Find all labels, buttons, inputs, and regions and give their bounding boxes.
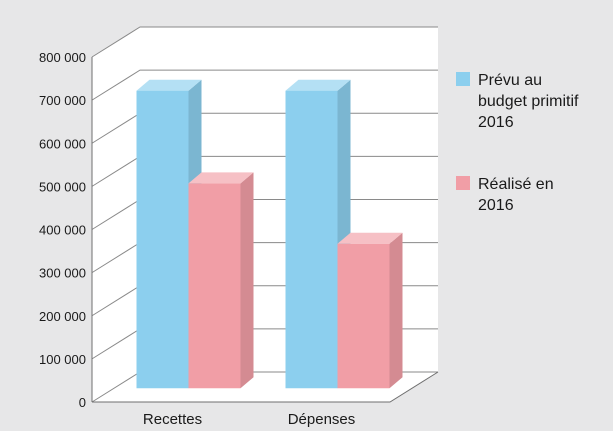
bar-top: [337, 232, 403, 244]
gridline: [91, 26, 438, 58]
y-tick-label: 500 000: [39, 179, 86, 194]
legend-label: Prévu au budget primitif 2016: [478, 72, 579, 131]
legend-swatch: [456, 72, 470, 86]
bar-top: [136, 79, 202, 91]
bar-side: [240, 172, 254, 389]
legend-swatch: [456, 176, 470, 190]
bar-realise-0: [188, 183, 241, 389]
y-tick-label: 100 000: [39, 352, 86, 367]
bar-prevu-0: [136, 90, 189, 389]
bar-realise-1: [337, 243, 390, 389]
y-tick-label: 0: [79, 395, 86, 410]
x-tick-label: Recettes: [143, 411, 202, 428]
bar-top: [188, 172, 254, 184]
bar-side: [389, 232, 403, 389]
y-tick-label: 700 000: [39, 93, 86, 108]
x-tick-label: Dépenses: [288, 411, 356, 428]
legend-label: Réalisé en 2016: [478, 176, 554, 214]
bar-top: [285, 79, 351, 91]
y-tick-label: 800 000: [39, 50, 86, 65]
y-tick-label: 200 000: [39, 309, 86, 324]
y-tick-label: 400 000: [39, 223, 86, 238]
y-tick-label: 600 000: [39, 136, 86, 151]
bar-prevu-1: [285, 90, 338, 389]
x-axis-line: [92, 371, 439, 403]
gridline: [91, 69, 438, 101]
y-tick-label: 300 000: [39, 266, 86, 281]
